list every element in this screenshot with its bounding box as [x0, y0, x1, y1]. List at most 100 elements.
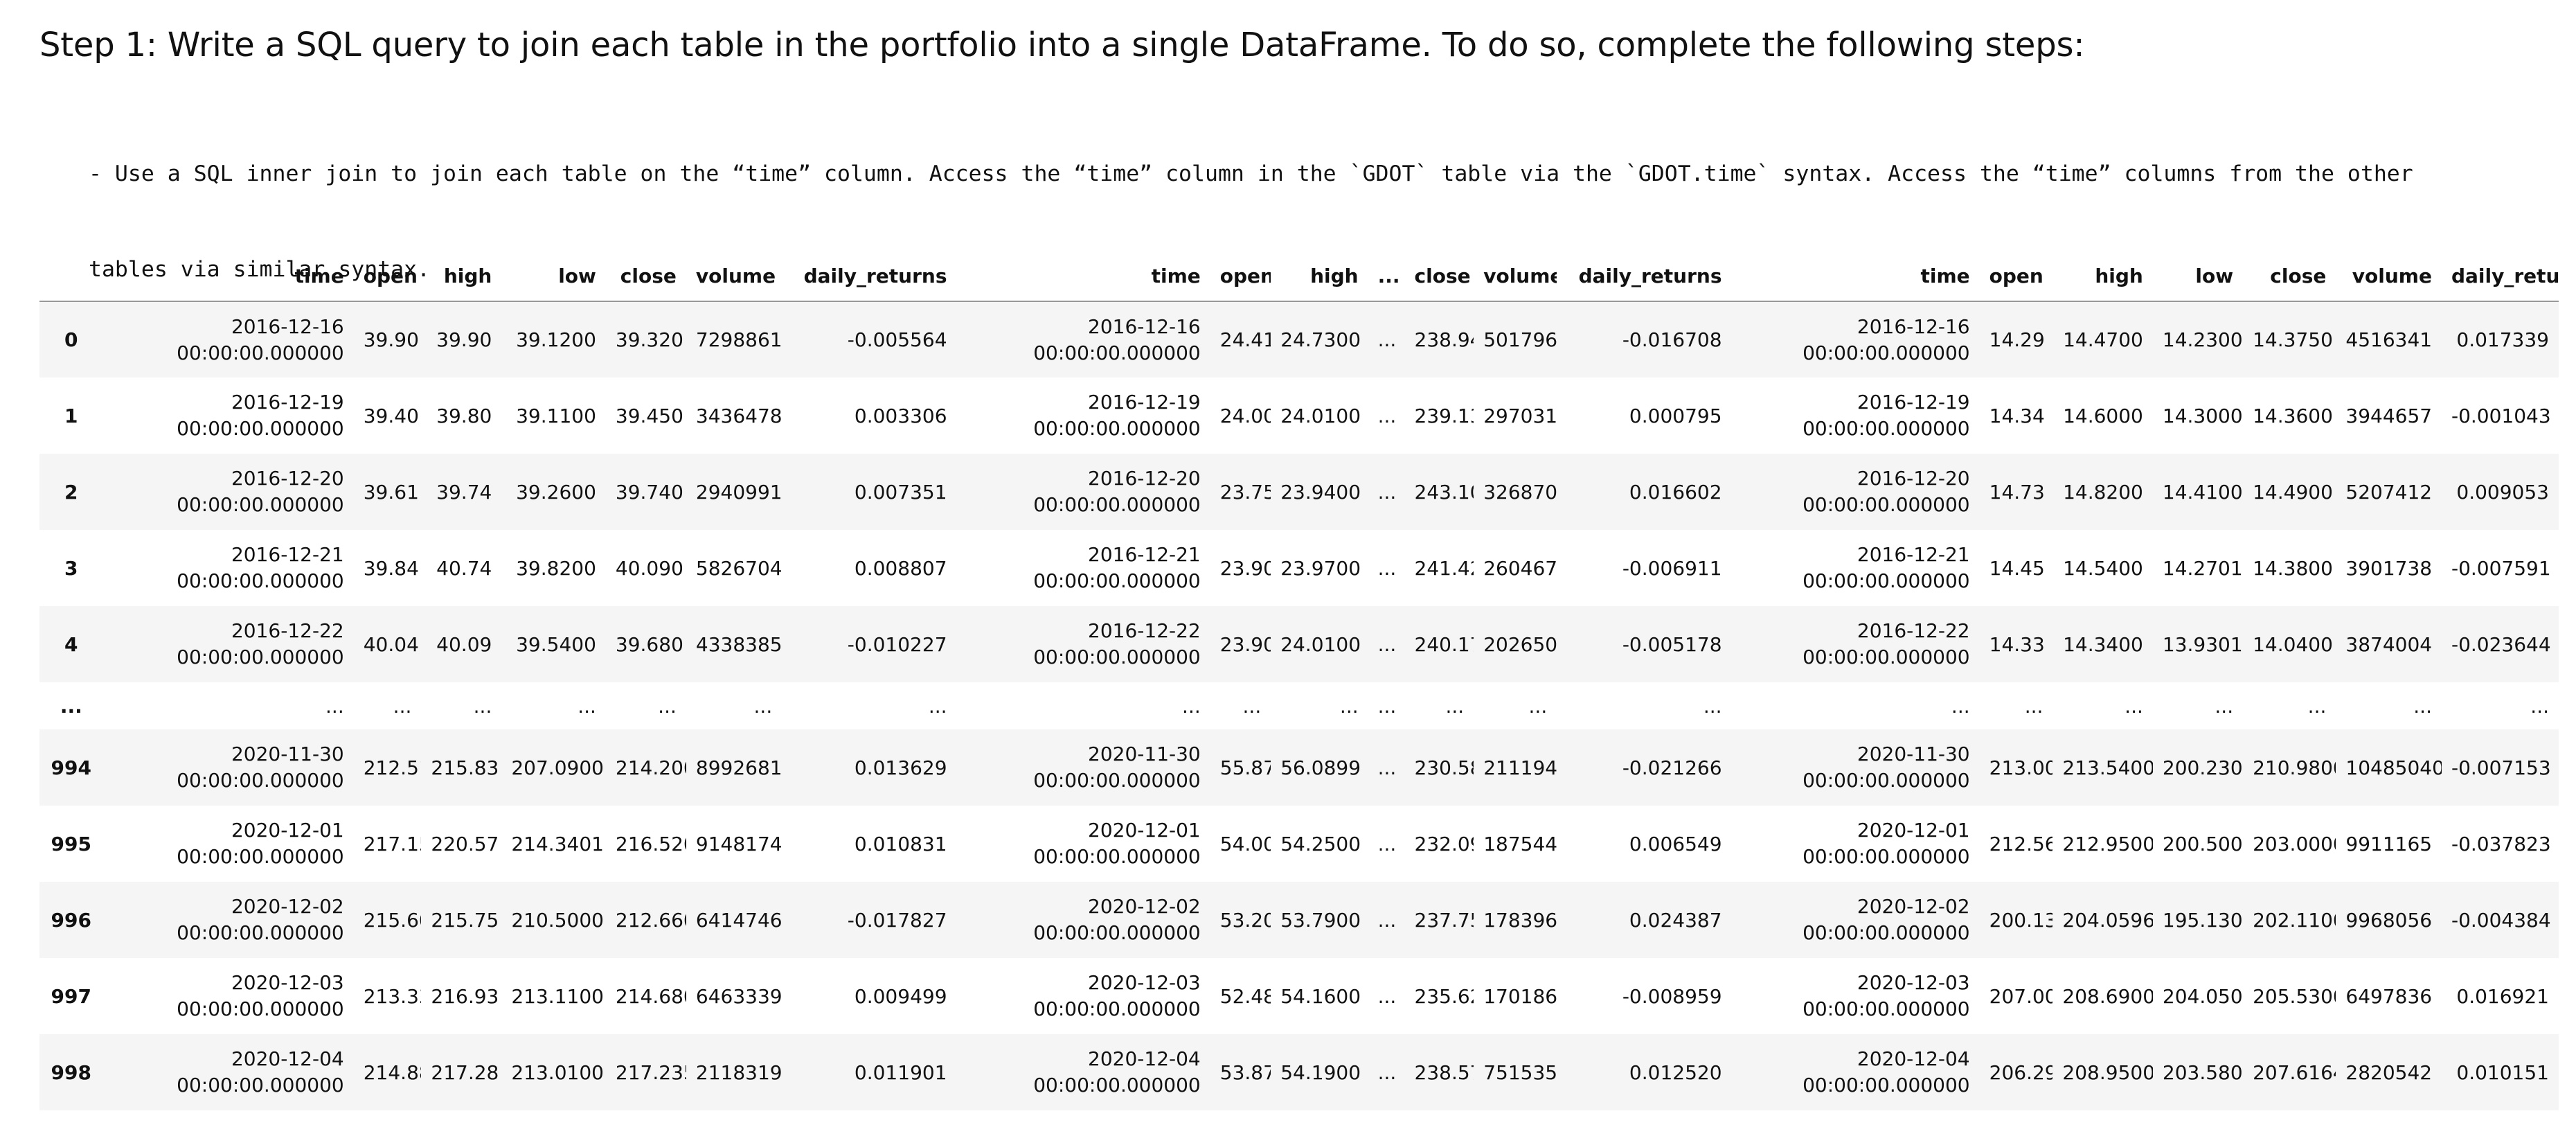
time-clock: 00:00:00.000000	[177, 341, 344, 364]
table-cell: 39.320	[615, 328, 683, 351]
column-header-time: time	[956, 251, 1210, 302]
table-cell: 204.0596	[2062, 908, 2153, 932]
table-cell: 54.2500	[1280, 832, 1361, 855]
table-cell: ...	[2413, 694, 2432, 718]
table-cell: 39.8200	[516, 556, 596, 580]
table-cell: 1783965	[1483, 908, 1557, 932]
column-header-open: open	[1210, 251, 1271, 302]
table-cell: 8992681	[695, 756, 782, 779]
table-cell: 10485040	[2345, 756, 2442, 779]
table-cell: ...	[1951, 694, 1970, 718]
table-cell: ...	[1377, 908, 1397, 932]
column-header-daily_returns: daily_returns	[1557, 251, 1732, 302]
table-cell: 212.51	[363, 756, 422, 779]
table-cell-time: 2016-12-21 00:00:00.000000	[1732, 530, 1980, 606]
table-cell: ...	[1377, 756, 1397, 779]
time-clock: 00:00:00.000000	[1803, 417, 1970, 440]
column-header-low: low	[501, 251, 606, 302]
time-clock: 00:00:00.000000	[1803, 646, 1970, 668]
table-cell: 0.007351	[854, 480, 947, 504]
table-cell-time: 2016-12-22 00:00:00.000000	[103, 606, 354, 682]
table-cell: ...	[473, 694, 492, 718]
row-index: 998	[51, 1060, 91, 1084]
time-date: 2020-11-30	[1088, 743, 1201, 765]
table-cell: 230.58	[1414, 756, 1474, 779]
table-cell: 214.680	[615, 984, 686, 1008]
table-cell: 232.09	[1414, 832, 1474, 855]
table-cell-time: 2016-12-22 00:00:00.000000	[957, 606, 1210, 682]
table-cell: 243.10	[1414, 480, 1474, 504]
time-clock: 00:00:00.000000	[177, 921, 344, 944]
table-cell: 53.20	[1219, 908, 1271, 932]
table-cell: 6463339	[695, 984, 782, 1008]
table-cell: 54.00	[1219, 832, 1271, 855]
table-cell: -0.006911	[1622, 556, 1722, 580]
table-cell: ...	[1242, 694, 1262, 718]
time-date: 2016-12-22	[1088, 619, 1201, 642]
table-cell-time: 2016-12-20 00:00:00.000000	[1732, 454, 1980, 530]
table-cell-time: 2016-12-16 00:00:00.000000	[103, 301, 354, 378]
column-header-close: close	[1404, 251, 1474, 302]
table-cell-time: 2020-11-30 00:00:00.000000	[1732, 729, 1980, 806]
time-clock: 00:00:00.000000	[177, 1074, 344, 1097]
table-cell: 214.88	[363, 1060, 422, 1084]
row-index: 994	[51, 756, 91, 779]
table-cell: 14.45	[1989, 556, 2045, 580]
table-cell: 208.6900	[2062, 984, 2153, 1008]
table-cell: 54.1900	[1280, 1060, 1361, 1084]
table-cell-time: 2020-12-03 00:00:00.000000	[957, 958, 1210, 1034]
table-cell: ...	[325, 694, 344, 718]
table-cell: 14.29	[1989, 328, 2045, 351]
time-date: 2016-12-16	[231, 314, 344, 338]
table-row: 994 2020-11-30 00:00:00.000000 212.51 215.83…	[39, 729, 2559, 806]
table-row: 2 2016-12-20 00:00:00.000000 39.61 39.74 39.2…	[39, 454, 2559, 530]
table-cell: 241.42	[1414, 556, 1474, 580]
table-cell: 0.006549	[1629, 832, 1722, 855]
table-cell: 216.520	[615, 832, 686, 855]
table-cell: 2970314	[1483, 404, 1557, 427]
time-date: 2020-12-02	[1088, 895, 1201, 918]
table-cell-time: 2020-12-01 00:00:00.000000	[103, 806, 354, 882]
table-cell: 14.3600	[2253, 404, 2333, 427]
time-date: 2016-12-16	[1088, 314, 1201, 338]
table-cell: -0.005564	[847, 328, 947, 351]
table-cell: 2118319	[695, 1060, 782, 1084]
table-cell: 24.0100	[1280, 404, 1361, 427]
table-cell: 14.3750	[2253, 328, 2333, 351]
table-cell: 237.75	[1414, 908, 1474, 932]
table-cell: 9968056	[2345, 908, 2433, 932]
time-date: 2020-12-02	[1857, 895, 1970, 918]
table-cell: ...	[2215, 694, 2234, 718]
table-cell: 210.9800	[2253, 756, 2336, 779]
table-cell: 2820542	[2345, 1060, 2433, 1084]
table-cell: 40.09	[436, 632, 492, 656]
time-clock: 00:00:00.000000	[1033, 417, 1201, 440]
time-clock: 00:00:00.000000	[1033, 646, 1201, 668]
table-cell: 7298861	[695, 328, 782, 351]
table-cell: -0.016708	[1622, 328, 1722, 351]
table-cell: -0.008959	[1622, 984, 1722, 1008]
table-cell-time: 2016-12-16 00:00:00.000000	[957, 301, 1210, 378]
time-clock: 00:00:00.000000	[1033, 921, 1201, 944]
table-cell: 235.62	[1414, 984, 1474, 1008]
table-cell: -0.007591	[2451, 556, 2551, 580]
table-cell: 40.090	[615, 556, 683, 580]
table-cell: 14.6000	[2063, 404, 2143, 427]
time-clock: 00:00:00.000000	[1033, 769, 1201, 792]
table-cell: 5017963	[1483, 328, 1557, 351]
table-cell-time: 2016-12-21 00:00:00.000000	[957, 530, 1210, 606]
table-cell: 239.13	[1414, 404, 1474, 427]
table-cell: 0.009499	[854, 984, 947, 1008]
table-cell: 39.84	[363, 556, 419, 580]
time-clock: 00:00:00.000000	[1033, 493, 1201, 516]
table-row: 996 2020-12-02 00:00:00.000000 215.60 215.75…	[39, 882, 2559, 958]
time-date: 2016-12-20	[231, 467, 344, 490]
table-cell: -0.021266	[1622, 756, 1722, 779]
table-cell: 240.17	[1414, 632, 1474, 656]
table-cell: 220.57	[431, 832, 499, 855]
table-cell: 238.94	[1414, 328, 1474, 351]
time-date: 2020-12-04	[1857, 1047, 1970, 1070]
row-index: 997	[51, 984, 91, 1008]
table-cell: 208.9500	[2062, 1060, 2153, 1084]
table-cell: 751535	[1483, 1060, 1557, 1084]
